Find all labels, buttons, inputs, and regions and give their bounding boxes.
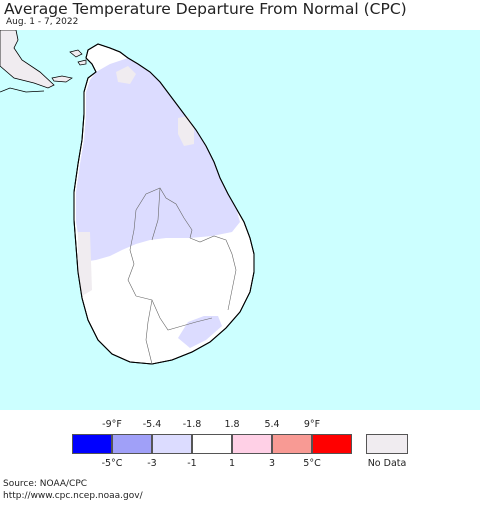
province-boundaries	[127, 187, 237, 365]
source-url[interactable]: http://www.cpc.ncep.noaa.gov/	[3, 491, 143, 501]
legend-bin-5	[232, 434, 272, 454]
legend-c-label-6: 5°C	[303, 458, 321, 469]
legend-no-data-label: No Data	[367, 458, 407, 469]
india-coast-line	[0, 87, 45, 93]
legend-bin-4	[192, 434, 232, 454]
legend-bin-6	[272, 434, 312, 454]
legend-bin-2	[112, 434, 152, 454]
map-title: Average Temperature Departure From Norma…	[4, 0, 407, 18]
legend-f-label-1: -9°F	[102, 419, 122, 430]
legend-f-label-3: -1.8	[182, 419, 202, 430]
legend-c-label-3: -1	[187, 458, 197, 469]
legend-c-label-4: 1	[228, 458, 236, 469]
legend-no-data-swatch	[366, 434, 408, 454]
cool-anomaly-region	[76, 58, 240, 262]
legend-c-label-5: 3	[268, 458, 276, 469]
legend-bin-7	[312, 434, 352, 454]
legend-f-label-6: 9°F	[303, 419, 321, 430]
legend-bin-3	[152, 434, 192, 454]
no-data-patch-east	[178, 116, 194, 146]
sri-lanka-temperature-map	[0, 30, 480, 410]
no-data-patch-west	[78, 232, 92, 296]
mannar-island	[51, 75, 73, 83]
legend-bin-1	[72, 434, 112, 454]
jaffna-islands	[69, 49, 87, 66]
legend-f-label-2: -5.4	[142, 419, 162, 430]
legend-c-label-1: -5°C	[101, 458, 123, 469]
coastline	[73, 43, 255, 365]
no-data-patch-north	[116, 66, 136, 84]
source-credit: Source: NOAA/CPC	[3, 479, 88, 489]
india-coast	[0, 30, 55, 89]
map-subtitle: Aug. 1 - 7, 2022	[6, 17, 79, 27]
legend-f-label-4: 1.8	[224, 419, 240, 430]
legend-c-label-2: -3	[147, 458, 157, 469]
legend-f-label-5: 5.4	[264, 419, 280, 430]
